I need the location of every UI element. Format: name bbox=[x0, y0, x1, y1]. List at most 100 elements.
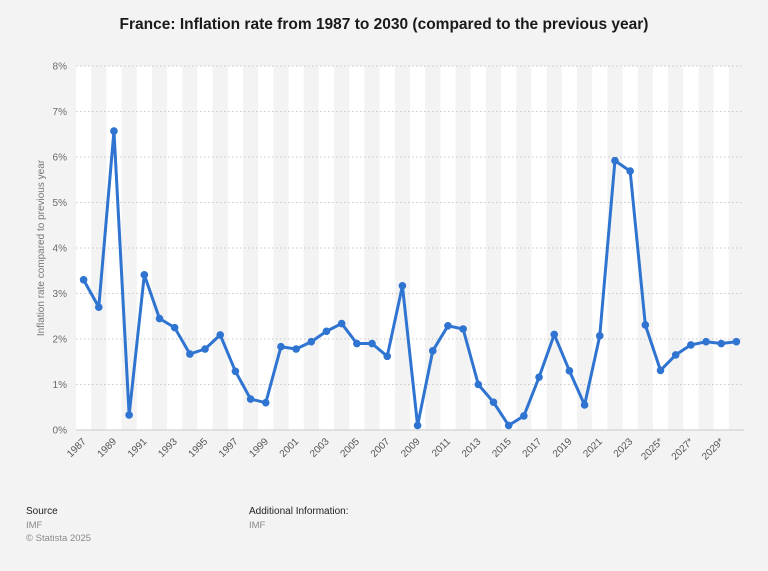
x-axis-ticks: 1987 1989 1991 1993 1995 1997 1999 2001 2003 2005… bbox=[65, 436, 726, 463]
y-tick-label: 0% bbox=[53, 426, 68, 437]
x-tick-label: 2023 bbox=[612, 436, 636, 460]
data-point[interactable] bbox=[520, 412, 528, 420]
data-point[interactable] bbox=[474, 380, 483, 389]
data-point[interactable] bbox=[353, 339, 361, 348]
column-band bbox=[167, 66, 183, 430]
data-point[interactable] bbox=[595, 332, 604, 340]
column-band bbox=[106, 66, 122, 430]
data-point[interactable] bbox=[489, 398, 498, 407]
data-point[interactable] bbox=[216, 331, 225, 339]
additional-info-value: IMF bbox=[249, 520, 266, 531]
y-tick-label: 6% bbox=[53, 153, 68, 164]
x-tick-label: 2009 bbox=[399, 436, 423, 460]
data-point[interactable] bbox=[170, 323, 179, 332]
data-point[interactable] bbox=[444, 322, 452, 330]
data-point[interactable] bbox=[322, 327, 331, 336]
data-point[interactable] bbox=[186, 350, 194, 358]
additional-info-label: Additional Information: bbox=[249, 506, 349, 517]
source-label: Source bbox=[26, 506, 58, 517]
x-tick-label: 2019 bbox=[551, 436, 575, 460]
data-point[interactable] bbox=[413, 421, 422, 430]
x-tick-label: 2021 bbox=[581, 436, 605, 460]
data-point[interactable] bbox=[277, 342, 285, 351]
x-tick-label: 1991 bbox=[126, 436, 150, 460]
column-band bbox=[227, 66, 243, 430]
data-point[interactable] bbox=[79, 276, 88, 284]
column-band bbox=[258, 66, 274, 430]
column-band bbox=[683, 66, 699, 430]
y-tick-label: 3% bbox=[53, 289, 68, 300]
x-tick-label: 2027* bbox=[670, 436, 696, 462]
data-point[interactable] bbox=[292, 345, 300, 353]
copyright-link[interactable]: © Statista 2025 bbox=[26, 533, 92, 544]
data-point[interactable] bbox=[656, 366, 665, 375]
column-band bbox=[470, 66, 486, 430]
data-point[interactable] bbox=[383, 352, 392, 361]
x-tick-label: 1987 bbox=[65, 436, 89, 460]
x-tick-label: 2005 bbox=[338, 436, 362, 460]
x-tick-label: 2003 bbox=[308, 436, 332, 460]
y-axis-ticks: 0% 1% 2% 3% 4% 5% 6% 7% 8% bbox=[53, 62, 68, 437]
data-point[interactable] bbox=[261, 398, 270, 407]
data-point[interactable] bbox=[201, 345, 209, 353]
x-tick-label: 2007 bbox=[369, 436, 393, 460]
data-point[interactable] bbox=[687, 341, 695, 349]
data-point[interactable] bbox=[459, 325, 467, 333]
alternating-column-bands bbox=[76, 66, 729, 430]
column-band bbox=[76, 66, 92, 430]
data-point[interactable] bbox=[231, 367, 240, 376]
y-tick-label: 4% bbox=[53, 244, 68, 255]
y-axis-label: Inflation rate compared to previous year bbox=[36, 159, 47, 336]
data-point[interactable] bbox=[140, 271, 149, 279]
data-point[interactable] bbox=[611, 156, 619, 165]
y-tick-label: 5% bbox=[53, 198, 68, 209]
x-tick-label: 2025* bbox=[639, 436, 665, 462]
column-band bbox=[531, 66, 547, 430]
x-tick-label: 1997 bbox=[217, 436, 241, 460]
data-point[interactable] bbox=[717, 339, 726, 348]
x-tick-label: 1993 bbox=[156, 436, 180, 460]
x-tick-label: 1989 bbox=[96, 436, 120, 460]
y-tick-label: 2% bbox=[53, 335, 68, 346]
data-point[interactable] bbox=[580, 401, 589, 409]
data-point[interactable] bbox=[565, 367, 574, 375]
chart-title: France: Inflation rate from 1987 to 2030… bbox=[119, 16, 649, 33]
column-band bbox=[592, 66, 608, 430]
data-point[interactable] bbox=[428, 347, 437, 355]
y-tick-label: 8% bbox=[53, 62, 68, 73]
data-point[interactable] bbox=[702, 337, 710, 346]
line-chart: 0%1%2%3%4%5%6%7%8% 1987 1989 1991 1993 1995 1… bbox=[36, 62, 744, 463]
data-point[interactable] bbox=[337, 319, 346, 328]
data-point[interactable] bbox=[671, 351, 680, 359]
column-band bbox=[318, 66, 335, 430]
x-tick-label: 1999 bbox=[247, 436, 271, 460]
data-point[interactable] bbox=[535, 373, 543, 382]
data-point[interactable] bbox=[504, 421, 513, 430]
data-point[interactable] bbox=[94, 303, 103, 311]
x-tick-label: 2013 bbox=[460, 436, 484, 460]
data-point[interactable] bbox=[246, 395, 255, 403]
x-tick-label: 1995 bbox=[187, 436, 211, 460]
y-tick-label: 1% bbox=[53, 380, 68, 391]
data-point[interactable] bbox=[125, 411, 133, 419]
column-band bbox=[622, 66, 638, 430]
x-tick-label: 2015 bbox=[490, 436, 514, 460]
x-tick-label: 2017 bbox=[521, 436, 545, 460]
x-tick-label: 2029* bbox=[700, 436, 726, 462]
x-tick-label: 2011 bbox=[430, 436, 453, 459]
additional-info-block: Additional Information: IMF bbox=[249, 506, 349, 532]
y-tick-label: 7% bbox=[53, 107, 68, 118]
data-point[interactable] bbox=[626, 167, 634, 175]
data-point[interactable] bbox=[550, 330, 559, 339]
data-point[interactable] bbox=[641, 321, 650, 329]
source-value: IMF bbox=[26, 520, 43, 531]
data-point[interactable] bbox=[398, 281, 407, 290]
x-tick-label: 2001 bbox=[278, 436, 302, 460]
series-inflation bbox=[79, 127, 741, 430]
data-point[interactable] bbox=[307, 337, 316, 346]
data-point[interactable] bbox=[368, 339, 376, 348]
data-point[interactable] bbox=[110, 127, 118, 135]
data-point[interactable] bbox=[732, 337, 741, 346]
source-block: Source IMF © Statista 2025 bbox=[26, 506, 91, 545]
data-point[interactable] bbox=[155, 314, 164, 323]
